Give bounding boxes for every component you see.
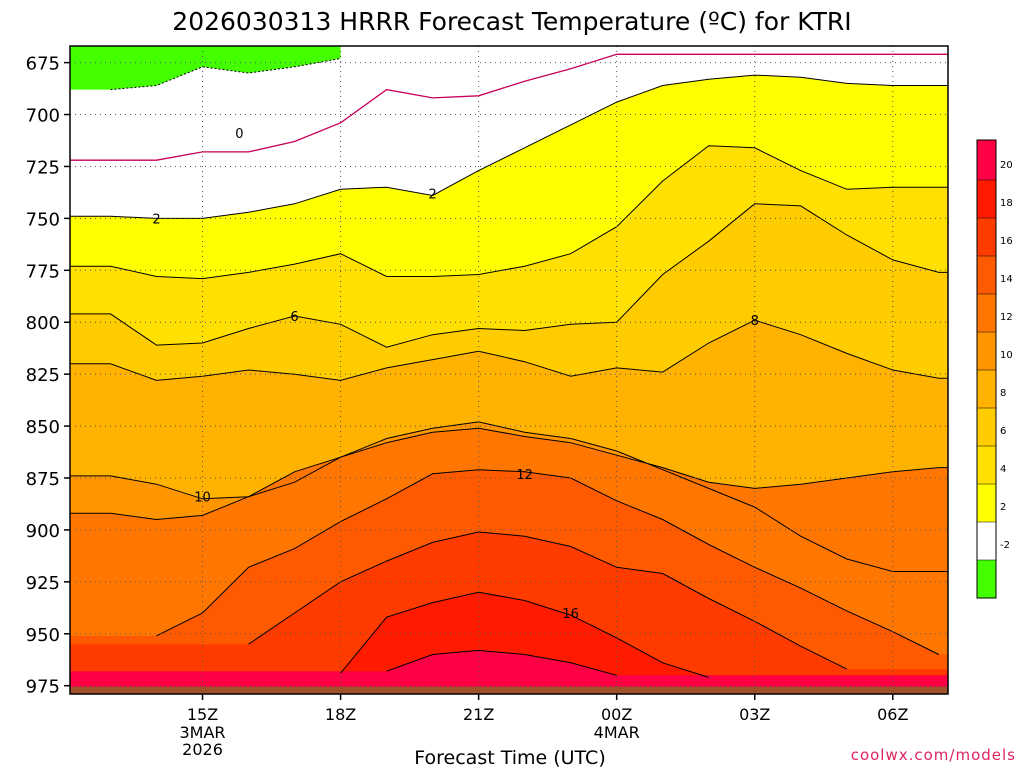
isotherm-12 — [70, 427, 948, 521]
fill-below-minus2 — [70, 46, 341, 90]
isotherm-16 — [248, 531, 848, 670]
colorbar-label-14: 14 — [1000, 274, 1013, 285]
x-tick-label-03Z: 03Z — [739, 705, 770, 724]
isotherm-0 — [70, 53, 948, 161]
isotherm-20 — [386, 649, 617, 676]
plot-area: 0 2 2 6 8 10 12 16 — [69, 45, 949, 695]
x-tick-sub1-00Z: 4MAR — [594, 723, 640, 742]
isotherm-8 — [70, 319, 948, 381]
contour-label-2: 2 — [428, 187, 436, 202]
colorbar-swatch-5 — [977, 332, 996, 370]
y-tick-label-850: 850 — [26, 417, 60, 438]
colorbar-label-10: 10 — [1000, 350, 1013, 361]
colorbar-swatch-0 — [977, 140, 996, 180]
y-tick-label-900: 900 — [26, 521, 60, 542]
y-tick-label-925: 925 — [26, 573, 60, 594]
plot-border — [69, 45, 949, 695]
x-tick-label-21Z: 21Z — [463, 705, 494, 724]
y-tick-label-700: 700 — [26, 106, 60, 127]
colorbar-label-8: 8 — [1000, 388, 1006, 399]
colorbar-label-12: 12 — [1000, 312, 1013, 323]
contour-labels: 0 2 2 6 8 10 12 16 — [152, 127, 759, 622]
contour-label-0: 0 — [235, 127, 243, 142]
x-tick-label-00Z: 00Z — [601, 705, 632, 724]
temperature-fills — [70, 46, 948, 694]
x-tick-sub1-15Z: 3MAR — [180, 723, 226, 742]
colorbar: 20 18 16 14 12 10 8 6 4 2 -2 — [976, 139, 1013, 599]
colorbar-swatch-3 — [977, 256, 996, 294]
isotherm-6 — [70, 203, 948, 348]
colorbar-swatch-11 — [977, 560, 996, 598]
colorbar-label-20: 20 — [1000, 160, 1013, 171]
y-tick-label-725: 725 — [26, 157, 60, 178]
ground-band — [70, 686, 948, 694]
y-tick-label-875: 875 — [26, 469, 60, 490]
x-tick-sub2-15Z: 2026 — [182, 740, 223, 759]
y-tick-label-800: 800 — [26, 313, 60, 334]
colorbar-swatch-2 — [977, 218, 996, 256]
fill-18-20 — [70, 592, 948, 694]
colorbar-label-6: 6 — [1000, 426, 1006, 437]
isotherm-2 — [70, 74, 948, 219]
isotherm-lines — [70, 53, 948, 678]
contour-label-6: 12 — [516, 468, 533, 483]
credit-text: coolwx.com/models — [851, 746, 1016, 764]
colorbar-swatch-6 — [977, 370, 996, 408]
colorbar-swatch-4 — [977, 294, 996, 332]
colorbar-border — [976, 139, 997, 599]
y-tick-label-775: 775 — [26, 261, 60, 282]
chart-title: 2026030313 HRRR Forecast Temperature (ºC… — [172, 7, 851, 36]
colorbar-swatch-9 — [977, 484, 996, 522]
gridlines — [70, 46, 948, 694]
colorbar-label-2: 2 — [1000, 502, 1006, 513]
y-tick-label-825: 825 — [26, 365, 60, 386]
colorbar-swatch-8 — [977, 446, 996, 484]
isotherm-4 — [70, 145, 948, 280]
y-tick-label-675: 675 — [26, 54, 60, 75]
colorbar-swatch-7 — [977, 408, 996, 446]
x-tick-label-18Z: 18Z — [325, 705, 356, 724]
contour-label-4: 8 — [751, 314, 759, 329]
contour-label-7: 16 — [562, 607, 579, 622]
colorbar-label-4: 4 — [1000, 464, 1006, 475]
y-tick-label-950: 950 — [26, 625, 60, 646]
fill-above-20 — [70, 650, 948, 694]
contour-label-1: 2 — [152, 212, 160, 227]
colorbar-label--2: -2 — [1000, 540, 1010, 551]
colorbar-swatch-1 — [977, 180, 996, 218]
isotherm--2 — [110, 58, 341, 91]
contour-label-5: 10 — [194, 491, 211, 506]
isotherm-10 — [70, 421, 948, 572]
x-tick-label-06Z: 06Z — [877, 705, 908, 724]
contour-label-3: 6 — [290, 310, 298, 325]
isotherm-14 — [156, 469, 940, 655]
colorbar-swatch-10 — [977, 522, 996, 560]
x-axis-label: Forecast Time (UTC) — [414, 747, 605, 768]
y-tick-label-750: 750 — [26, 209, 60, 230]
colorbar-label-16: 16 — [1000, 236, 1013, 247]
colorbar-label-18: 18 — [1000, 198, 1013, 209]
isotherm-18 — [340, 591, 709, 678]
y-tick-label-975: 975 — [26, 677, 60, 698]
y-axis: 675 700 725 750 775 800 825 850 875 900 925 950 975 — [26, 54, 70, 698]
x-tick-label-15Z: 15Z — [187, 705, 218, 724]
